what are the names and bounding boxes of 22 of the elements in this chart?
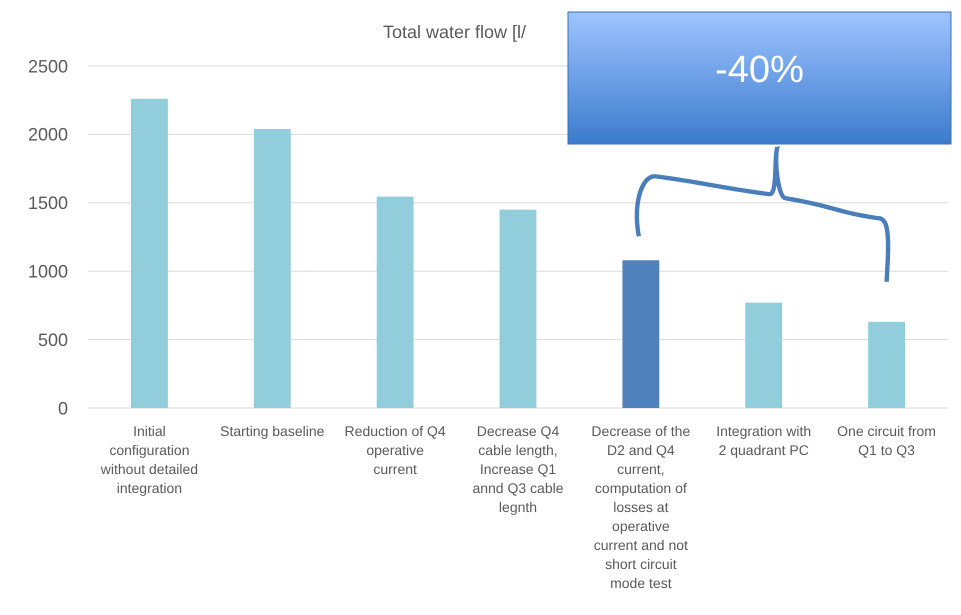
y-tick-label: 0 [58,398,68,418]
x-tick-label: Reduction of Q4 operative current [344,423,446,477]
bar [868,322,905,408]
x-tick-label: One circuit from Q1 to Q3 [837,423,936,458]
category-label: Decrease of the D2 and Q4 current, computation of losses at operative current and not short circuit mode test [591,423,690,591]
y-tick-label: 1000 [28,262,68,282]
x-tick-label: Integration with 2 quadrant PC [716,423,812,458]
y-tick-label: 500 [38,330,68,350]
bar [745,302,782,408]
bar [376,196,414,408]
bar [622,260,660,408]
y-tick-label: 2500 [28,56,68,76]
annotation: -40% [715,49,804,91]
bar [254,128,291,408]
y-tick-label: 2000 [28,124,68,145]
bar [500,210,536,408]
x-tick-label: Initial configuration without detailed integration [100,423,198,496]
y-tick-label: 1500 [28,193,68,214]
chart-title: Total water flow [l/ [383,22,526,42]
x-tick-label: Starting baseline [220,423,325,439]
x-tick-label: Decrease Q4 cable length, Increase Q1 annd Q3 cable legnth [472,423,564,515]
bar [131,98,168,408]
